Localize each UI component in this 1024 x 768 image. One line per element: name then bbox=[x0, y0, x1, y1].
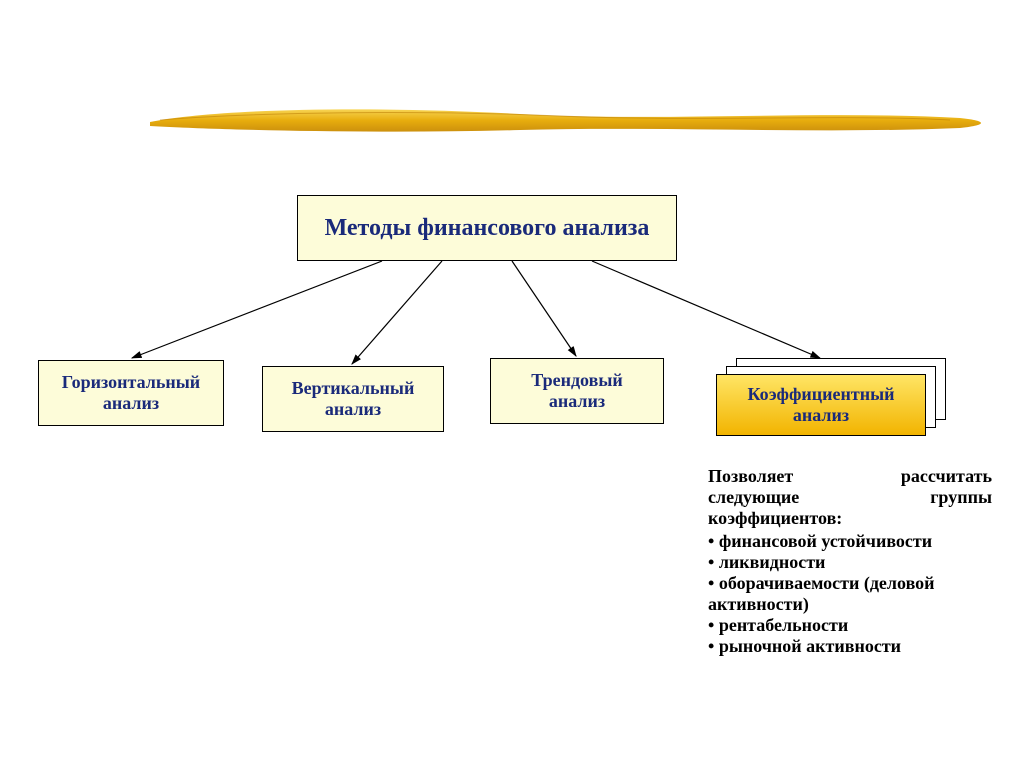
node-trend: Трендовый анализ bbox=[490, 358, 664, 424]
desc-intro-word3: следующие bbox=[708, 487, 799, 508]
node-coefficient: Коэффициентный анализ bbox=[716, 374, 926, 436]
node-horizontal: Горизонтальный анализ bbox=[38, 360, 224, 426]
coefficient-description: Позволяет рассчитать следующие группы ко… bbox=[708, 466, 1008, 657]
node-trend-line1: Трендовый bbox=[531, 370, 623, 391]
node-vertical: Вертикальный анализ bbox=[262, 366, 444, 432]
node-horizontal-line1: Горизонтальный bbox=[62, 372, 200, 393]
root-node: Методы финансового анализа bbox=[297, 195, 677, 261]
desc-intro-word1: Позволяет bbox=[708, 466, 793, 487]
desc-intro-word2: рассчитать bbox=[901, 466, 992, 487]
desc-bullet-4: рентабельности bbox=[708, 615, 1008, 636]
root-node-label: Методы финансового анализа bbox=[325, 215, 650, 242]
node-trend-line2: анализ bbox=[531, 391, 623, 412]
desc-bullet-1: финансовой устойчивости bbox=[708, 531, 1008, 552]
node-horizontal-line2: анализ bbox=[62, 393, 200, 414]
node-coefficient-line2: анализ bbox=[747, 405, 894, 426]
desc-bullet-3: оборачиваемости (деловой активности) bbox=[708, 573, 1008, 615]
desc-intro-line3: коэффициентов: bbox=[708, 508, 1008, 529]
desc-bullet-2: ликвидности bbox=[708, 552, 1008, 573]
desc-intro-word4: группы bbox=[930, 487, 992, 508]
desc-bullet-5: рыночной активности bbox=[708, 636, 1008, 657]
node-vertical-line2: анализ bbox=[292, 399, 415, 420]
node-vertical-line1: Вертикальный bbox=[292, 378, 415, 399]
brushstroke-divider bbox=[0, 100, 1024, 140]
node-coefficient-line1: Коэффициентный bbox=[747, 384, 894, 405]
desc-bullet-list: финансовой устойчивости ликвидности обор… bbox=[708, 531, 1008, 657]
